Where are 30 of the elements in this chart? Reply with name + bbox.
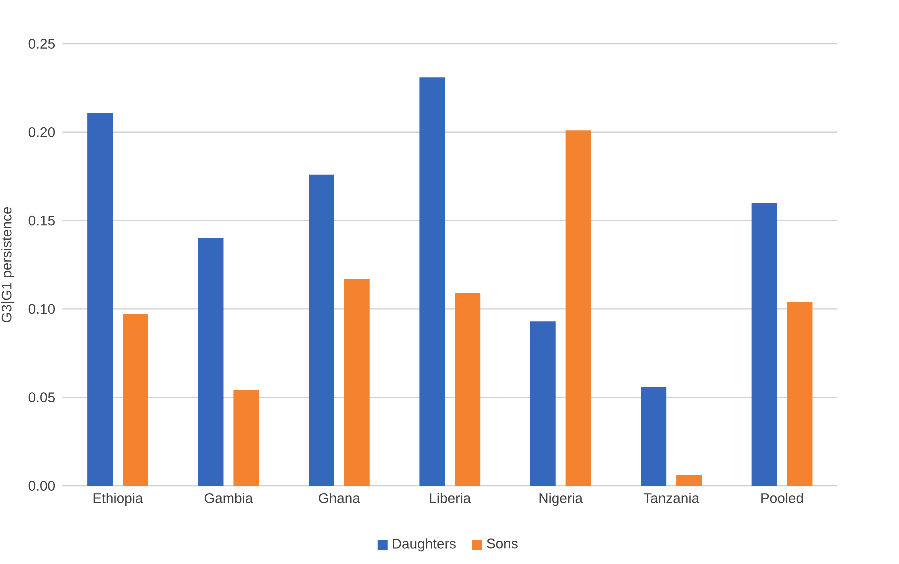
- bar: [308, 174, 334, 486]
- bar: [530, 322, 556, 486]
- y-tick-label: 0.20: [28, 127, 56, 138]
- bar: [122, 314, 148, 486]
- y-tick-label: 0.15: [28, 216, 55, 226]
- y-tick-label: 0.10: [28, 304, 56, 314]
- x-tick-label: Liberia: [430, 493, 472, 504]
- y-tick-label: 0.00: [28, 481, 56, 491]
- y-axis-title: G3|G1 persistence: [2, 207, 15, 323]
- x-tick-label: Gambia: [204, 493, 254, 504]
- bar: [234, 390, 260, 486]
- bar: [420, 78, 446, 486]
- y-tick-label: 0.25: [28, 39, 55, 49]
- legend-label: Daughters: [393, 538, 456, 552]
- x-tick-label: Nigeria: [540, 493, 584, 506]
- bar: [455, 293, 481, 486]
- x-tick-label: Pooled: [762, 493, 804, 504]
- y-tick-label: 0.05: [28, 392, 55, 403]
- x-tick-label: Ghana: [319, 493, 360, 504]
- bar: [676, 475, 702, 486]
- x-tick-label: Ethiopia: [94, 493, 144, 506]
- bar: [566, 130, 592, 486]
- bar: [198, 238, 224, 486]
- bar: [641, 386, 667, 486]
- bar: [344, 279, 370, 486]
- x-tick-label: Tanzania: [644, 493, 700, 504]
- legend-label: Sons: [487, 538, 518, 549]
- bar: [752, 203, 778, 486]
- bar: [787, 302, 813, 486]
- bar: [88, 112, 114, 486]
